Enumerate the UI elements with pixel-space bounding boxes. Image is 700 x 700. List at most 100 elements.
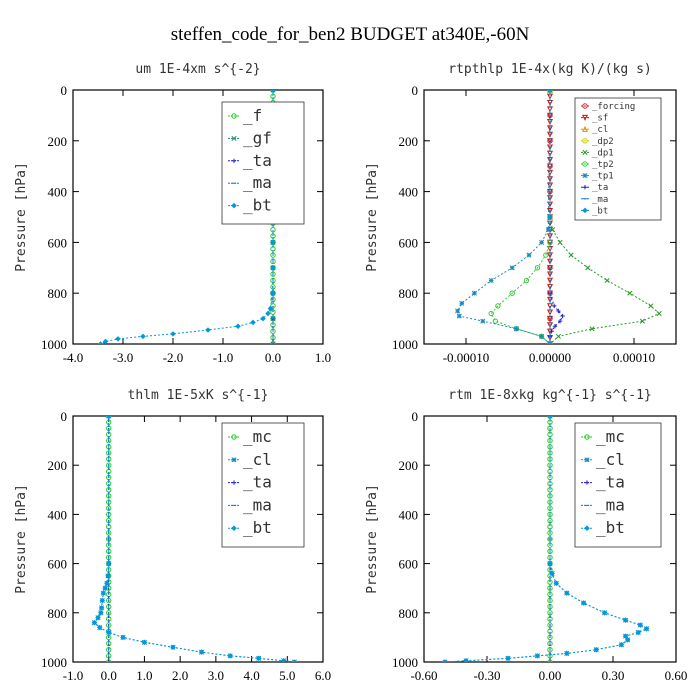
legend-label: _bt — [596, 518, 625, 537]
panel-3: thlm 1E-5xK s^{-1} Pressure [hPa] -1.0 0.0 1… — [14, 388, 331, 683]
y-tick-label: 400 — [399, 185, 419, 200]
y-tick-label: 1000 — [392, 655, 418, 670]
panels: um 1E-4xm s^{-2} Pressure [hPa] -4.0 -3.0 -2… — [14, 62, 687, 683]
series-line-bt — [444, 416, 648, 662]
y-tick-label: 600 — [48, 557, 68, 572]
data-point-bt — [97, 624, 103, 631]
data-point-bt — [549, 570, 555, 577]
y-tick-label: 600 — [399, 557, 419, 572]
data-point-bt — [98, 605, 105, 611]
panel-2: rtpthlp 1E-4x(kg K)/(kg s) Pressure [hPa]… — [365, 62, 677, 365]
data-point-ta — [106, 659, 111, 662]
y-tick-label: 0 — [412, 83, 419, 98]
data-point-bt — [270, 239, 276, 246]
data-point-tp1 — [509, 265, 515, 271]
data-point-tp1 — [471, 290, 477, 296]
data-point-bt — [505, 655, 511, 662]
x-tick-label: -0.30 — [473, 668, 500, 683]
data-point-bt — [622, 617, 629, 623]
data-point-bt — [442, 659, 448, 662]
data-point-tp1 — [455, 308, 461, 314]
data-point-bt — [635, 629, 641, 636]
data-point-dp1 — [627, 290, 633, 296]
data-point-mc — [547, 450, 553, 456]
y-axis-label: Pressure [hPa] — [365, 484, 380, 594]
legend-label: _bt — [243, 196, 272, 215]
plot-frame — [72, 415, 324, 663]
legend-marker — [584, 480, 590, 485]
data-point-bt — [115, 336, 121, 342]
legend-box — [221, 101, 305, 225]
legend-label: _cl — [592, 125, 608, 135]
x-tick-label: 0.0 — [265, 350, 281, 365]
data-point-mc — [106, 450, 112, 456]
data-point-bt — [553, 580, 560, 587]
x-tick-label: 0.00 — [539, 668, 562, 683]
y-tick-label: 800 — [48, 606, 68, 621]
data-point-ta — [556, 308, 561, 314]
legend-marker — [231, 434, 237, 440]
x-tick-label: 5.0 — [279, 668, 295, 683]
data-point-bt — [104, 580, 110, 587]
data-point-tp1 — [488, 277, 494, 284]
legend-label: _tp1 — [592, 172, 614, 182]
legend-label: _ta — [596, 473, 625, 492]
data-point-bt — [227, 653, 233, 659]
legend-label: _ma — [243, 495, 272, 514]
x-tick-label: -0.60 — [410, 668, 437, 683]
legend: _forcing _sf_cl _dp2_dp1 _tp2 _tp1_ta _ma_bt — [574, 97, 662, 221]
series-line-dp1 — [549, 90, 661, 344]
data-point-tp2 — [534, 265, 541, 271]
data-point-dp1 — [557, 239, 563, 245]
data-point-bt — [643, 626, 650, 632]
data-point-dp1 — [568, 252, 574, 258]
y-tick-label: 800 — [399, 606, 419, 621]
legend-label: _ma — [592, 195, 608, 205]
data-point-tp2 — [509, 290, 515, 296]
data-point-dp1 — [589, 326, 595, 332]
legend-box — [574, 97, 662, 221]
panel-title: rtm 1E-8xkg kg^{-1} s^{-1} — [448, 388, 652, 403]
x-tick-label: 2.0 — [172, 668, 188, 683]
data-point-bt — [255, 655, 262, 662]
panel-4: rtm 1E-8xkg kg^{-1} s^{-1} Pressure [hPa]… — [365, 388, 687, 683]
legend-marker — [584, 434, 590, 440]
legend-label: _ta — [243, 151, 272, 170]
x-tick-label: 4.0 — [243, 668, 259, 683]
legend-label: _ma — [243, 173, 272, 192]
data-point-bt — [547, 214, 553, 220]
data-point-bt — [547, 341, 553, 344]
x-tick-label: 3.0 — [208, 668, 224, 683]
data-point-tp1 — [526, 252, 532, 258]
data-point-bt — [547, 90, 553, 93]
x-tick-label: -2.0 — [163, 350, 184, 365]
panel-title: rtpthlp 1E-4x(kg K)/(kg s) — [448, 62, 652, 77]
legend-box — [574, 422, 662, 548]
data-point-bt — [105, 629, 112, 636]
legend-label: _ta — [243, 473, 272, 492]
data-point-bt — [270, 90, 276, 93]
data-point-tp2 — [492, 318, 499, 324]
legend: _mc _cl _ta _ma _bt — [574, 422, 662, 548]
data-point-bt — [105, 573, 111, 579]
legend-marker — [231, 457, 237, 463]
data-point-bt — [97, 341, 104, 344]
data-point-tp1 — [456, 313, 462, 319]
y-tick-label: 800 — [399, 286, 419, 301]
data-point-ta — [547, 659, 553, 662]
data-point-bt — [580, 600, 587, 606]
data-point-dp1 — [585, 265, 591, 271]
data-point-dp1 — [639, 318, 645, 324]
y-tick-label: 200 — [399, 134, 419, 149]
x-tick-label: -4.0 — [63, 350, 84, 365]
data-point-tp2 — [488, 310, 494, 317]
legend-marker — [231, 113, 237, 119]
data-point-ta — [552, 303, 557, 309]
data-point-bt — [98, 610, 104, 616]
y-tick-label: 200 — [48, 134, 68, 149]
x-tick-label: -3.0 — [113, 350, 134, 365]
data-point-bt — [95, 614, 101, 621]
data-point-tp2 — [495, 303, 501, 309]
y-tick-label: 1000 — [392, 337, 418, 352]
